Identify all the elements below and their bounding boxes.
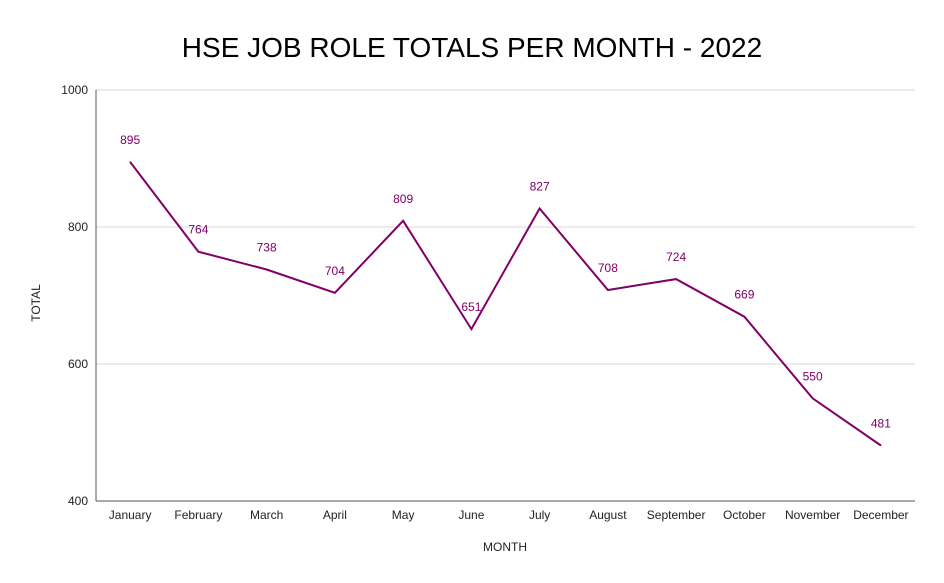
data-label: 809 xyxy=(393,192,413,206)
data-label: 724 xyxy=(666,250,686,264)
chart-title: HSE JOB ROLE TOTALS PER MONTH - 2022 xyxy=(182,32,762,63)
x-tick-label: March xyxy=(250,508,283,522)
x-tick-label: February xyxy=(174,508,222,522)
x-tick-label: December xyxy=(853,508,908,522)
y-tick-label: 400 xyxy=(68,494,88,508)
y-tick-label: 1000 xyxy=(61,83,88,97)
data-point xyxy=(812,397,814,399)
data-point xyxy=(402,220,404,222)
x-axis-title: MONTH xyxy=(483,540,527,554)
data-labels: 895 764 738 704 809 651 827 708 724 669 550 481 xyxy=(120,133,891,431)
y-axis-title: TOTAL xyxy=(29,284,43,322)
x-tick-label: November xyxy=(785,508,840,522)
data-point xyxy=(607,289,609,291)
x-tick-label: May xyxy=(392,508,415,522)
data-point xyxy=(470,328,472,330)
data-label: 827 xyxy=(530,180,550,194)
data-label: 669 xyxy=(734,288,754,302)
data-point xyxy=(334,292,336,294)
data-point xyxy=(197,251,199,253)
series-line xyxy=(129,161,882,447)
x-tick-label: June xyxy=(458,508,484,522)
x-tick-label: April xyxy=(323,508,347,522)
data-label: 651 xyxy=(461,300,481,314)
data-point xyxy=(743,316,745,318)
data-label: 481 xyxy=(871,417,891,431)
data-label: 738 xyxy=(257,240,277,254)
data-point xyxy=(539,208,541,210)
data-point xyxy=(266,268,268,270)
y-tick-label: 800 xyxy=(68,220,88,234)
x-tick-label: January xyxy=(109,508,152,522)
x-tick-label: July xyxy=(529,508,550,522)
data-point xyxy=(129,161,131,163)
x-tick-label: August xyxy=(589,508,627,522)
gridlines xyxy=(95,89,915,502)
data-label: 764 xyxy=(188,223,208,237)
data-label: 704 xyxy=(325,264,345,278)
y-tick-label: 600 xyxy=(68,357,88,371)
x-tick-label: October xyxy=(723,508,766,522)
data-point xyxy=(675,278,677,280)
x-axis-ticks: January February March April May June July Augu… xyxy=(109,508,909,522)
y-axis-ticks: 400 600 800 1000 xyxy=(61,83,88,508)
data-label: 708 xyxy=(598,261,618,275)
x-tick-label: September xyxy=(647,508,706,522)
data-label: 550 xyxy=(803,369,823,383)
series xyxy=(129,161,882,447)
data-point xyxy=(880,445,882,447)
data-label: 895 xyxy=(120,133,140,147)
